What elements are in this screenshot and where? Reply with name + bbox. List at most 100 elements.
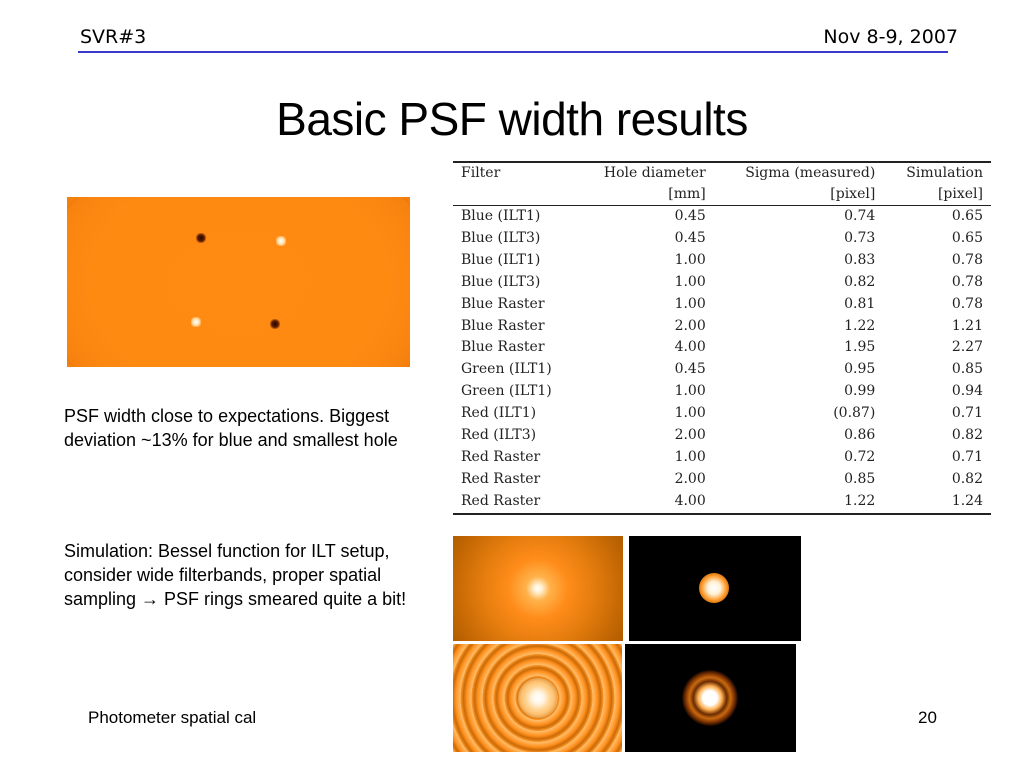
table-row: Green (ILT1) 1.00 0.99 0.94 <box>453 381 991 403</box>
cell-filter: Red Raster <box>461 492 541 509</box>
cell-sigma: 0.74 <box>844 208 876 224</box>
cell-filter: Red Raster <box>461 448 541 465</box>
table-row: Blue Raster 1.00 0.81 0.78 <box>453 294 991 316</box>
cell-sim: 0.65 <box>951 208 983 224</box>
psf-simulation-image-dark <box>629 536 801 641</box>
cell-sigma: 1.95 <box>844 339 876 356</box>
cell-filter: Blue (ILT1) <box>461 251 541 268</box>
table-row: Blue Raster 2.00 1.22 1.21 <box>453 316 991 338</box>
cell-sim: 0.71 <box>951 448 983 465</box>
cell-hole: 1.00 <box>674 405 706 422</box>
cell-sigma: 0.85 <box>844 470 876 487</box>
cell-filter: Blue (ILT3) <box>461 273 541 290</box>
cell-hole: 1.00 <box>674 273 706 290</box>
col-unit-simulation: [pixel] <box>937 186 983 202</box>
header-date: Nov 8-9, 2007 <box>823 26 958 48</box>
table-row: Blue Raster 4.00 1.95 2.27 <box>453 337 991 359</box>
cell-hole: 2.00 <box>674 317 706 334</box>
psf-results-table: Filter Hole diameter Sigma (measured) Si… <box>453 161 991 515</box>
table-row: Red Raster 4.00 1.22 1.24 <box>453 491 991 514</box>
table-row: Green (ILT1) 0.45 0.95 0.85 <box>453 359 991 381</box>
detector-map-image <box>67 197 410 367</box>
cell-hole: 2.00 <box>674 427 706 444</box>
cell-sim: 0.71 <box>951 405 983 422</box>
psf-rings-image-orange <box>453 644 622 752</box>
col-unit-filter <box>453 184 577 206</box>
table-row: Red (ILT3) 2.00 0.86 0.82 <box>453 425 991 447</box>
cell-sigma: 0.99 <box>844 383 876 400</box>
cell-sim: 0.82 <box>951 470 983 487</box>
cell-filter: Green (ILT1) <box>461 383 552 400</box>
bright-spot <box>276 236 286 246</box>
cell-sigma: 0.83 <box>844 251 876 268</box>
table-row: Blue (ILT1) 1.00 0.83 0.78 <box>453 250 991 272</box>
cell-filter: Blue (ILT3) <box>461 229 541 246</box>
col-unit-hole-diameter: [mm] <box>668 186 706 202</box>
cell-sim: 0.78 <box>951 273 983 290</box>
col-header-sigma: Sigma (measured) <box>745 165 876 181</box>
cell-hole: 4.00 <box>674 339 706 356</box>
dark-spot <box>196 233 206 243</box>
psf-core <box>518 678 558 718</box>
cell-sim: 0.78 <box>951 295 983 312</box>
table-row: Blue (ILT1) 0.45 0.74 0.65 <box>453 206 991 228</box>
cell-hole: 0.45 <box>674 208 706 224</box>
cell-sigma: 0.86 <box>844 427 876 444</box>
header-divider <box>78 51 948 53</box>
col-unit-sigma: [pixel] <box>830 186 876 202</box>
cell-sim: 0.85 <box>951 361 983 378</box>
col-header-filter: Filter <box>461 165 501 181</box>
table-row: Red (ILT1) 1.00 (0.87) 0.71 <box>453 403 991 425</box>
cell-sigma: 1.22 <box>844 317 876 334</box>
cell-hole: 0.45 <box>674 229 706 246</box>
cell-filter: Red (ILT3) <box>461 427 537 444</box>
cell-hole: 1.00 <box>674 251 706 268</box>
cell-sigma: 0.73 <box>844 229 876 246</box>
page-number: 20 <box>918 708 937 727</box>
dark-spot <box>270 319 280 329</box>
cell-sim: 0.78 <box>951 251 983 268</box>
table-row: Blue (ILT3) 1.00 0.82 0.78 <box>453 272 991 294</box>
cell-sim: 2.27 <box>951 339 983 356</box>
cell-sim: 0.82 <box>951 427 983 444</box>
col-header-hole-diameter: Hole diameter <box>603 165 706 181</box>
cell-filter: Blue (ILT1) <box>461 208 541 224</box>
cell-filter: Blue Raster <box>461 339 545 356</box>
cell-sigma: 0.82 <box>844 273 876 290</box>
col-header-simulation: Simulation <box>906 165 983 181</box>
cell-sigma: 0.95 <box>844 361 876 378</box>
cell-sim: 0.65 <box>951 229 983 246</box>
psf-ring <box>682 670 738 726</box>
table-row: Blue (ILT3) 0.45 0.73 0.65 <box>453 228 991 250</box>
cell-filter: Green (ILT1) <box>461 361 552 378</box>
cell-hole: 2.00 <box>674 470 706 487</box>
cell-hole: 1.00 <box>674 448 706 465</box>
cell-sim: 1.21 <box>951 317 983 334</box>
cell-sigma: 1.22 <box>844 492 876 509</box>
cell-sim: 1.24 <box>951 492 983 509</box>
psf-simulation-image-orange <box>453 536 623 641</box>
cell-hole: 4.00 <box>674 492 706 509</box>
cell-sigma: 0.81 <box>844 295 876 312</box>
slide-title: Basic PSF width results <box>276 93 748 145</box>
psf-rings-image-dark <box>625 644 796 752</box>
cell-filter: Red Raster <box>461 470 541 487</box>
psf-width-note: PSF width close to expectations. Biggest… <box>64 406 398 450</box>
table-row: Red Raster 2.00 0.85 0.82 <box>453 469 991 491</box>
header-left-label: SVR#3 <box>80 26 147 48</box>
psf-core <box>699 573 729 603</box>
cell-hole: 0.45 <box>674 361 706 378</box>
cell-hole: 1.00 <box>674 383 706 400</box>
cell-hole: 1.00 <box>674 295 706 312</box>
bright-spot <box>191 317 201 327</box>
cell-sigma: (0.87) <box>833 405 876 422</box>
footer-caption: Photometer spatial cal <box>88 708 257 727</box>
detector-edge-ring <box>67 197 410 367</box>
table-row: Red Raster 1.00 0.72 0.71 <box>453 447 991 469</box>
cell-filter: Blue Raster <box>461 295 545 312</box>
simulation-note: Simulation: Bessel function for ILT setu… <box>64 541 407 609</box>
cell-sigma: 0.72 <box>844 448 876 465</box>
cell-filter: Red (ILT1) <box>461 405 537 422</box>
cell-filter: Blue Raster <box>461 317 545 334</box>
cell-sim: 0.94 <box>951 383 983 400</box>
